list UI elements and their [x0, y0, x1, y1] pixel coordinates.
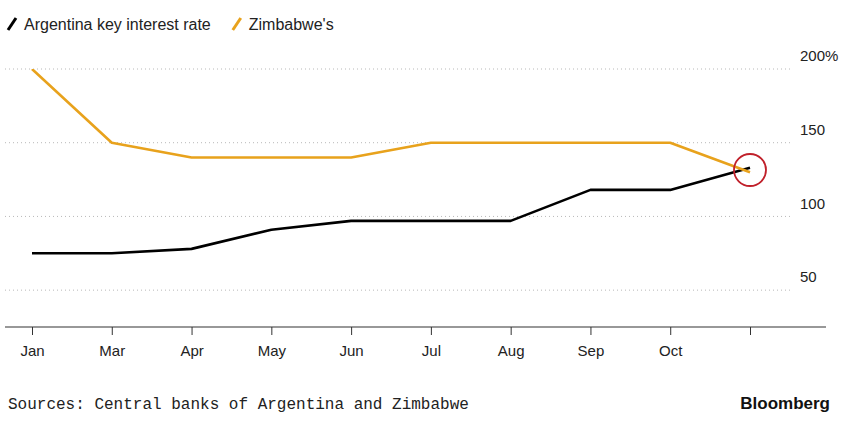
y-tick: 50 — [800, 268, 817, 290]
legend-item: Argentina key interest rate — [8, 16, 211, 33]
y-axis: 50 100 150 200% — [800, 47, 838, 327]
legend-item: Zimbabwe's — [233, 16, 334, 33]
x-tick-label: Apr — [180, 342, 203, 359]
lines — [32, 69, 750, 253]
y-tick: 100 — [800, 195, 825, 217]
x-tick-label: Sep — [578, 342, 605, 359]
x-tick-label: Aug — [498, 342, 525, 359]
grid-line — [5, 216, 790, 217]
chart: 50 100 150 200% Jan Mar Apr May Jun Jul Aug Sep Oct A… — [0, 0, 848, 429]
x-tick: Apr — [180, 327, 203, 359]
x-tick: May — [258, 327, 287, 359]
y-tick-label: 50 — [800, 268, 817, 285]
y-tick-label: 150 — [800, 121, 825, 138]
x-tick-mark — [351, 327, 352, 335]
x-tick-mark — [271, 327, 272, 335]
legend-swatch — [8, 18, 16, 30]
series-line — [32, 168, 750, 254]
grid-line — [5, 290, 790, 291]
series-line — [32, 69, 750, 172]
grid-line — [5, 69, 790, 70]
y-tick: 200% — [800, 47, 838, 69]
x-axis-line — [5, 326, 826, 327]
x-tick-mark — [431, 327, 432, 335]
source: Sources: Central banks of Argentina and … — [8, 396, 469, 414]
legend-label: Argentina key interest rate — [24, 16, 211, 33]
x-tick: Jul — [422, 327, 441, 359]
x-tick-label: May — [258, 342, 287, 359]
x-tick-label: Jan — [20, 342, 44, 359]
grid — [5, 69, 790, 290]
x-tick-label: Jul — [422, 342, 441, 359]
x-tick: Sep — [578, 327, 605, 359]
credit: Bloomberg — [740, 394, 830, 413]
legend-label: Zimbabwe's — [249, 16, 334, 33]
x-tick-mark — [590, 327, 591, 335]
x-tick: Mar — [99, 327, 125, 359]
y-tick-label: 200% — [800, 47, 838, 64]
x-axis: Jan Mar Apr May Jun Jul Aug Sep Oct — [5, 327, 826, 359]
x-tick: Jan — [20, 327, 44, 359]
x-tick: Oct — [659, 327, 683, 359]
x-tick-mark — [192, 327, 193, 335]
x-tick: Aug — [498, 327, 525, 359]
y-tick-label: 100 — [800, 195, 825, 212]
x-tick-mark — [670, 327, 671, 335]
x-tick-label: Oct — [659, 342, 683, 359]
x-tick-mark — [112, 327, 113, 335]
x-tick-mark — [32, 327, 33, 335]
x-tick: Jun — [340, 327, 364, 359]
x-tick-mark — [750, 327, 751, 335]
x-tick-label: Mar — [99, 342, 125, 359]
x-tick — [750, 327, 751, 335]
y-tick: 150 — [800, 121, 825, 143]
x-tick-mark — [511, 327, 512, 335]
highlight-circle — [734, 154, 766, 186]
legend-swatch — [233, 18, 241, 30]
legend: Argentina key interest rate Zimbabwe's — [8, 16, 334, 33]
x-tick-label: Jun — [340, 342, 364, 359]
